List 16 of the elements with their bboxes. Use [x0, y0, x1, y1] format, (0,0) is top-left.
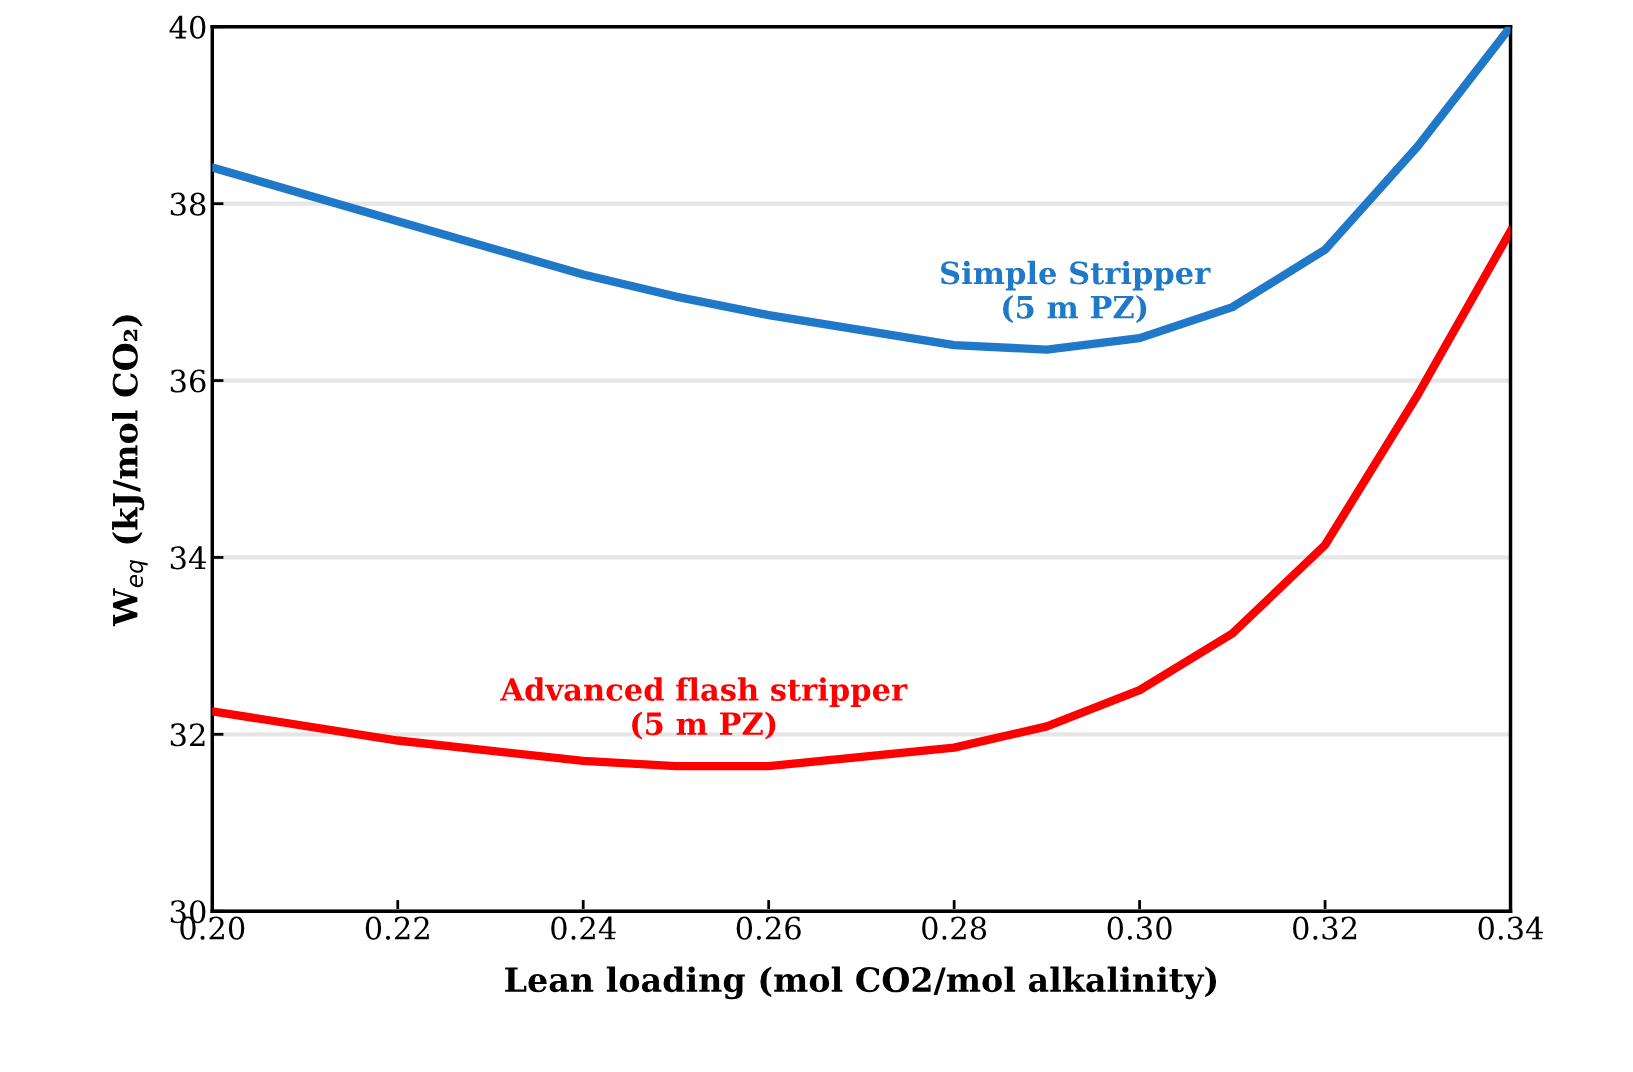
x-tick-label: 0.28 — [922, 916, 987, 940]
x-axis-title: Lean loading (mol CO2/mol alkalinity) — [505, 966, 1217, 1000]
x-tick-label: 0.34 — [1478, 916, 1544, 940]
y-axis-title: W$_{eq}$ (kJ/mol CO₂) — [112, 315, 148, 627]
y-tick-label: 40 — [169, 15, 206, 39]
y-tick-label: 34 — [170, 546, 206, 570]
x-tick-label: 0.30 — [1107, 916, 1172, 940]
series-label: Simple Stripper (5 m PZ) — [941, 260, 1211, 324]
x-tick-label: 0.24 — [551, 916, 616, 940]
y-tick-label: 38 — [170, 192, 206, 216]
x-tick-label: 0.26 — [736, 916, 801, 940]
y-tick-label: 32 — [170, 723, 205, 747]
y-tick-label: 36 — [170, 369, 206, 393]
x-tick-label: 0.22 — [365, 916, 429, 940]
series-label: Advanced flash stripper (5 m PZ) — [500, 677, 908, 740]
x-tick-label: 0.32 — [1293, 916, 1357, 940]
